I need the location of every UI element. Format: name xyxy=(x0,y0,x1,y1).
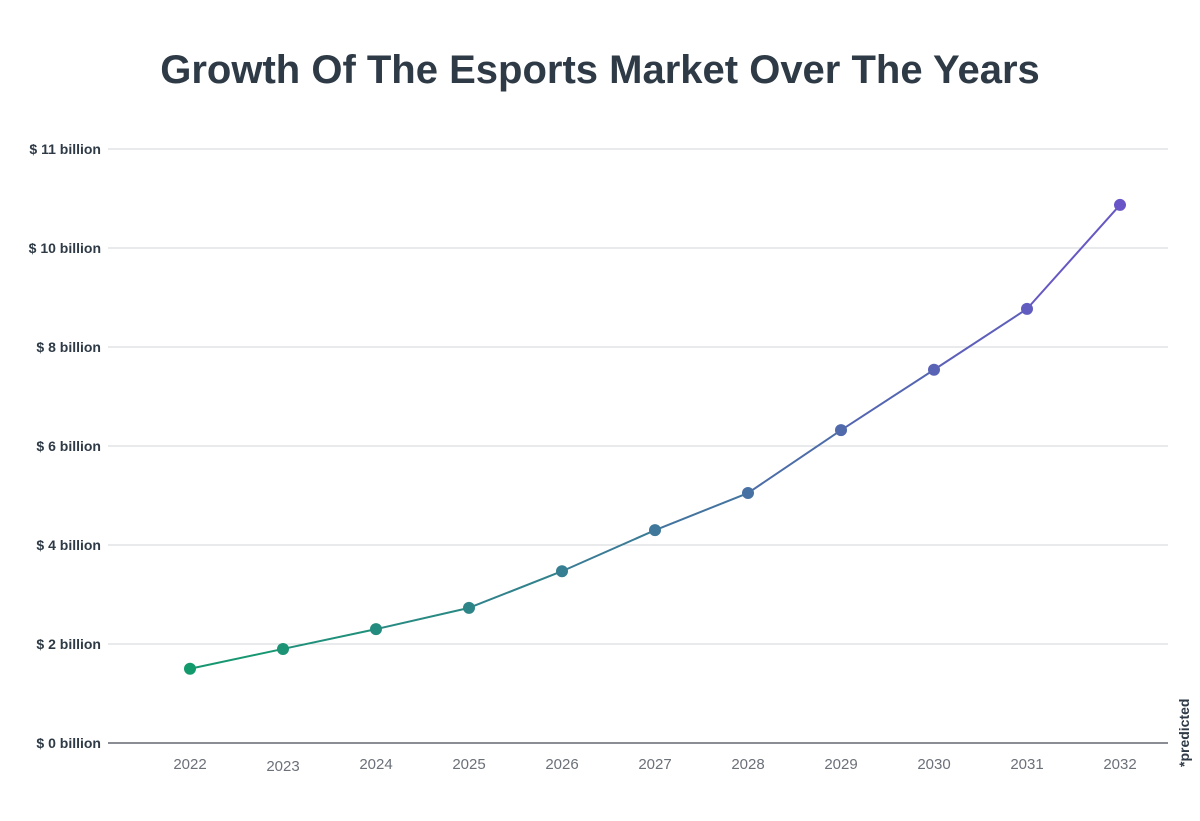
x-tick-label: 2028 xyxy=(731,756,764,773)
x-tick-label: 2024 xyxy=(359,756,392,773)
predicted-note: *predicted xyxy=(1176,699,1192,767)
data-point xyxy=(370,623,382,636)
y-tick-label: $ 2 billion xyxy=(36,636,101,652)
y-tick-label: $ 6 billion xyxy=(36,438,101,454)
line-segment xyxy=(654,492,749,532)
x-tick-label: 2025 xyxy=(452,756,485,773)
chart-title: Growth Of The Esports Market Over The Ye… xyxy=(160,48,1040,92)
y-tick-label: $ 8 billion xyxy=(36,339,101,355)
x-tick-label: 2030 xyxy=(917,756,950,773)
line-segment xyxy=(561,529,656,573)
x-tick-label: 2026 xyxy=(545,756,578,773)
line-segment xyxy=(747,429,842,494)
line-segment xyxy=(1026,204,1121,310)
data-point xyxy=(1021,302,1033,315)
x-tick-label: 2022 xyxy=(173,756,206,773)
x-tick-label: 2023 xyxy=(266,758,299,775)
y-tick-label: $ 11 billion xyxy=(29,141,101,157)
y-tick-label: $ 4 billion xyxy=(36,537,101,553)
line-segment xyxy=(468,570,563,609)
data-point xyxy=(463,601,475,614)
line-segment xyxy=(840,368,935,431)
line-segment xyxy=(282,628,377,650)
x-tick-label: 2031 xyxy=(1010,756,1043,773)
data-point xyxy=(742,487,754,500)
line-segment xyxy=(189,647,284,670)
data-point xyxy=(277,642,289,655)
y-tick-label: $ 10 billion xyxy=(29,240,101,256)
data-point xyxy=(835,424,847,437)
line-segment xyxy=(933,308,1028,371)
x-tick-label: 2032 xyxy=(1103,756,1136,773)
line-segment xyxy=(375,606,470,631)
y-tick-label: $ 0 billion xyxy=(36,735,101,751)
x-tick-label: 2027 xyxy=(638,756,671,773)
data-point xyxy=(1114,198,1126,211)
x-tick-label: 2029 xyxy=(824,756,857,773)
data-point xyxy=(928,363,940,376)
data-point xyxy=(184,662,196,675)
data-point xyxy=(556,565,568,578)
data-point xyxy=(649,524,661,537)
